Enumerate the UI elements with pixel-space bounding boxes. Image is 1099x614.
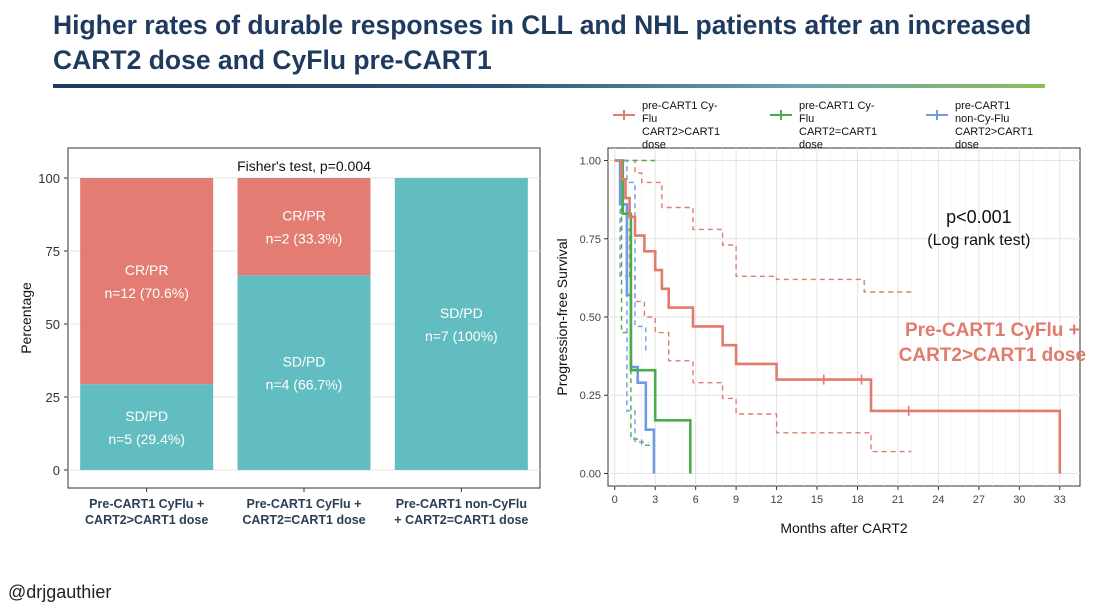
bar-segment xyxy=(237,178,371,276)
chart-annotation: p<0.001 xyxy=(946,207,1012,227)
author-handle: @drjgauthier xyxy=(8,582,112,602)
x-tick-label: 24 xyxy=(932,494,944,506)
bar-data-label: SD/PD xyxy=(440,305,483,321)
bar-segment xyxy=(80,178,214,385)
title-divider xyxy=(53,84,1045,88)
bar-segment xyxy=(237,275,371,470)
bar-data-label: CR/PR xyxy=(282,208,326,224)
chart-annotation: Pre-CART1 CyFlu + xyxy=(905,320,1080,341)
x-tick-label: 21 xyxy=(892,494,904,506)
legend-label: pre-CART1 non-Cy-Flu CART2>CART1 dose xyxy=(955,100,1034,151)
x-tick-label: 33 xyxy=(1054,494,1066,506)
x-tick-label: 30 xyxy=(1013,494,1025,506)
y-tick-label: 0.75 xyxy=(580,234,601,246)
x-axis-label: Months after CART2 xyxy=(780,520,908,536)
x-tick-label: 12 xyxy=(770,494,782,506)
survival-curve xyxy=(614,159,1062,474)
x-tick-label: 27 xyxy=(973,494,985,506)
kaplan-meier-chart: 0 3 6 9 12 15 18 21 24 27 30 33 0.00 0.25 0.50 0.75 1.00… xyxy=(554,147,1086,536)
bar-data-label: SD/PD xyxy=(125,408,168,424)
y-axis-label: Percentage xyxy=(18,282,34,354)
legend-tick-swatch xyxy=(936,110,938,120)
stacked-bar-chart: 0 25 50 75 100 Percentage Fisher's test, p=0.0… xyxy=(18,147,541,527)
x-tick-label: 15 xyxy=(811,494,823,506)
legend-tick-swatch xyxy=(623,110,625,120)
x-tick-label: 3 xyxy=(652,494,658,506)
bar-data-label: SD/PD xyxy=(283,354,326,370)
x-tick-label: CART2=CART1 dose xyxy=(242,513,365,527)
x-tick-label: + CART2=CART1 dose xyxy=(394,513,528,527)
bar-data-label: n=4 (66.7%) xyxy=(266,377,343,393)
confidence-band-line xyxy=(614,159,912,453)
x-tick-label: Pre-CART1 CyFlu + xyxy=(247,497,362,511)
bar-data-label: n=7 (100%) xyxy=(425,328,498,344)
x-tick-label: 0 xyxy=(612,494,618,506)
x-tick-label: 9 xyxy=(733,494,739,506)
bar-data-label: CR/PR xyxy=(125,262,169,278)
slide-title: Higher rates of durable responses in CLL… xyxy=(53,10,1032,75)
chart-title: Fisher's test, p=0.004 xyxy=(237,158,371,174)
chart-annotation: CART2>CART1 dose xyxy=(899,345,1086,366)
km-legend: pre-CART1 Cy-Flu CART2>CART1 dose pre-CA… xyxy=(613,100,1093,151)
bar-data-label: n=2 (33.3%) xyxy=(266,231,343,247)
y-tick-label: 50 xyxy=(46,317,60,332)
y-tick-label: 1.00 xyxy=(580,156,601,168)
x-tick-label: CART2>CART1 dose xyxy=(85,513,208,527)
y-tick-label: 0 xyxy=(53,463,60,478)
y-tick-label: 0.00 xyxy=(580,468,601,480)
x-tick-label: Pre-CART1 CyFlu + xyxy=(89,497,204,511)
confidence-band-line xyxy=(614,159,647,355)
x-tick-label: 18 xyxy=(851,494,863,506)
legend-label: pre-CART1 Cy-Flu CART2=CART1 dose xyxy=(799,100,878,151)
y-tick-label: 100 xyxy=(38,171,60,186)
bar-data-label: n=12 (70.6%) xyxy=(104,285,188,301)
confidence-band-line xyxy=(614,159,656,446)
bar-data-label: n=5 (29.4%) xyxy=(108,431,185,447)
y-tick-label: 0.25 xyxy=(580,390,601,402)
x-tick-label: Pre-CART1 non-CyFlu xyxy=(396,497,527,511)
y-tick-label: 75 xyxy=(46,244,60,259)
legend-tick-swatch xyxy=(780,110,782,120)
y-tick-label: 0.50 xyxy=(580,312,601,324)
bar-segment xyxy=(394,178,528,470)
y-axis-label: Progression-free Survival xyxy=(554,238,570,395)
x-tick-label: 6 xyxy=(693,494,699,506)
confidence-band-line xyxy=(614,159,912,293)
bar-segment xyxy=(80,384,214,470)
y-tick-label: 25 xyxy=(46,390,60,405)
chart-annotation: (Log rank test) xyxy=(927,232,1030,249)
